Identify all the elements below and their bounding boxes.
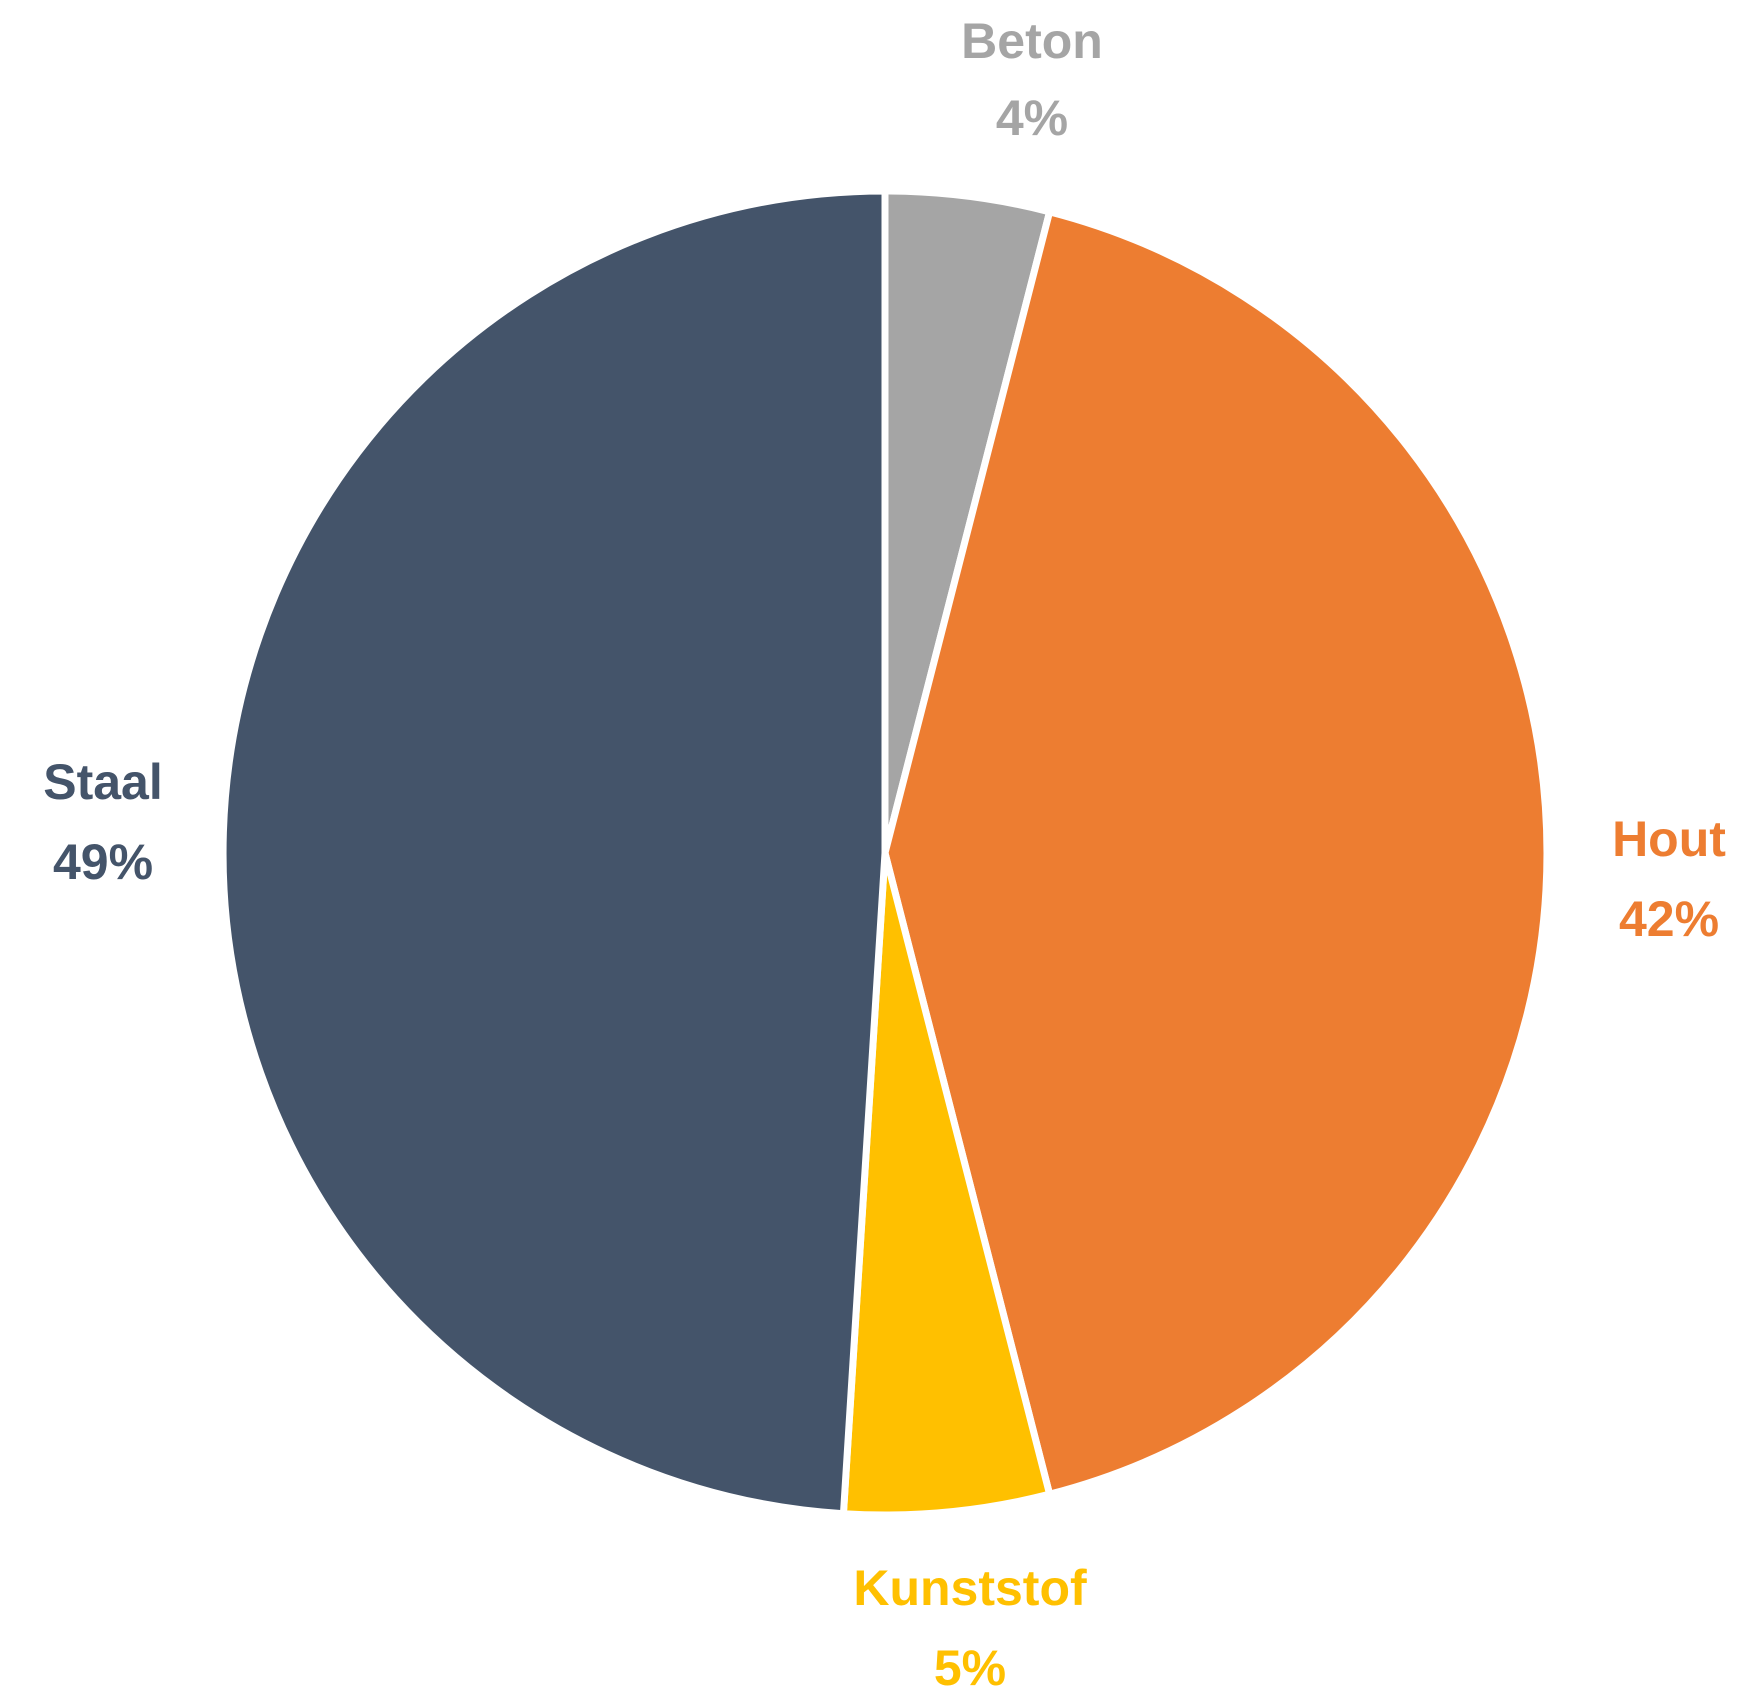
slice-label-kunststof: Kunststof	[853, 1560, 1087, 1616]
slice-value-kunststof: 5%	[934, 1640, 1006, 1696]
slice-value-hout: 42%	[1619, 891, 1719, 947]
slice-label-hout: Hout	[1612, 811, 1726, 867]
pie-slice-kunststof	[839, 852, 1054, 1519]
slice-value-beton: 4%	[996, 90, 1068, 146]
slice-label-staal: Staal	[43, 754, 163, 810]
pie-slices	[219, 187, 1551, 1519]
pie-labels: Beton 4% Hout 42% Kunststof 5% Staal 49%	[43, 13, 1726, 1696]
pie-slice-hout	[881, 207, 1551, 1499]
slice-value-staal: 49%	[53, 834, 153, 890]
pie-slice-staal	[219, 187, 889, 1518]
slice-label-beton: Beton	[961, 13, 1103, 69]
